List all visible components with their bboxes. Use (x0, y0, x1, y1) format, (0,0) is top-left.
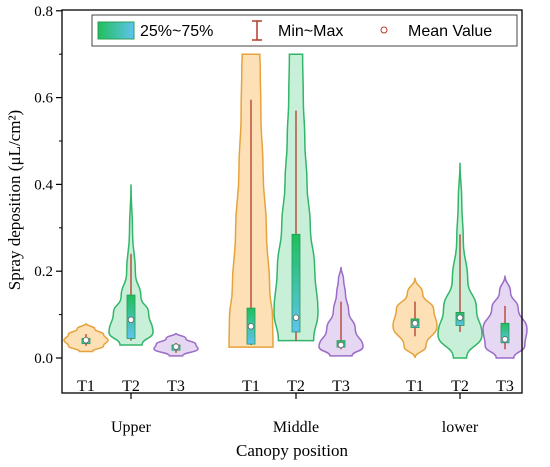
iqr-box (500, 322, 510, 344)
treatment-label: T2 (122, 378, 140, 395)
x-group-label: lower (442, 419, 479, 436)
legend-box-label: 25%~75% (140, 23, 213, 40)
mean-marker (247, 323, 255, 330)
treatment-label: T3 (332, 378, 350, 395)
y-axis: 0.0 0.2 0.4 0.6 0.8 (34, 4, 62, 367)
plot-frame (61, 9, 523, 394)
iqr-box (291, 233, 301, 333)
treatment-label: T2 (451, 378, 469, 395)
violin-upper-t1: T1 (63, 323, 109, 395)
violin-lower-t3: T3 (482, 275, 528, 395)
violin-lower-t2: T2 (437, 162, 483, 395)
y-axis-title: Spray deposition (μL/cm²) (5, 110, 24, 290)
violin-middle-t3: T3 (318, 266, 364, 395)
legend: 25%~75% Min~Max Mean Value (91, 14, 518, 47)
legend-mean-icon (380, 26, 388, 34)
mean-marker (456, 314, 464, 321)
legend-range-icon (252, 20, 262, 41)
y-tick-label: 0.6 (34, 91, 53, 107)
legend-frame (91, 14, 518, 47)
plot-area: T1 T2 T3 T1 T2 T3 T1 T2 T3 (63, 53, 528, 395)
violin-lower-t1: T1 (392, 277, 438, 395)
violin-upper-t3: T3 (153, 332, 199, 395)
x-group-label: Middle (273, 419, 319, 436)
mean-marker (501, 336, 509, 343)
violin-middle-t2: T2 (273, 53, 319, 395)
x-group-label: Upper (111, 419, 152, 436)
mean-marker (292, 314, 300, 321)
treatment-label: T1 (242, 378, 260, 395)
treatment-label: T1 (406, 378, 424, 395)
treatment-label: T1 (77, 378, 95, 395)
x-axis-title: Canopy position (236, 441, 348, 460)
mean-marker (411, 320, 419, 327)
treatment-label: T3 (167, 378, 185, 395)
treatment-label: T3 (496, 378, 514, 395)
mean-marker (82, 337, 90, 344)
y-tick-label: 0.2 (34, 264, 53, 280)
y-tick-label: 0.4 (34, 177, 53, 193)
y-tick-label: 0.0 (34, 351, 53, 367)
violin-middle-t1: T1 (228, 53, 274, 395)
legend-mean-label: Mean Value (408, 23, 492, 40)
violin-upper-t2: T2 (108, 184, 154, 395)
treatment-label: T2 (287, 378, 305, 395)
mean-marker (172, 343, 180, 350)
legend-box-swatch (97, 21, 135, 40)
mean-marker (127, 316, 135, 324)
y-tick-label: 0.8 (34, 4, 53, 20)
mean-marker (337, 341, 345, 349)
x-axis: Upper Middle lower (111, 393, 479, 436)
legend-range-label: Min~Max (278, 23, 343, 40)
